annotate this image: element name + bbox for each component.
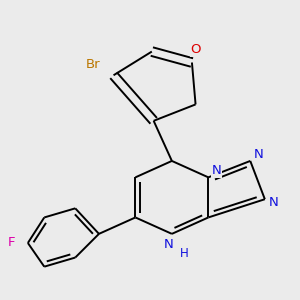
- Text: Br: Br: [86, 58, 101, 71]
- Text: N: N: [212, 164, 221, 177]
- Text: N: N: [269, 196, 279, 209]
- Text: N: N: [164, 238, 173, 250]
- Text: H: H: [180, 248, 189, 260]
- Text: N: N: [254, 148, 263, 161]
- Text: F: F: [8, 236, 15, 250]
- Text: O: O: [190, 43, 201, 56]
